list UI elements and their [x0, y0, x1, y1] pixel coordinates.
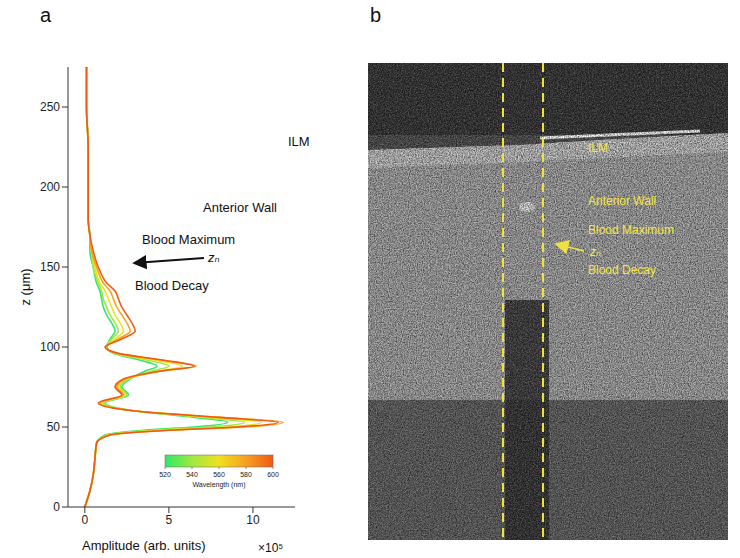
- svg-text:Anterior Wall: Anterior Wall: [588, 194, 656, 208]
- svg-text:zₙ: zₙ: [589, 245, 601, 259]
- svg-text:Blood Decay: Blood Decay: [135, 278, 209, 293]
- svg-text:0: 0: [53, 500, 60, 514]
- svg-text:×10⁵: ×10⁵: [258, 541, 283, 555]
- svg-text:540: 540: [186, 471, 198, 478]
- svg-text:z (μm): z (μm): [18, 268, 33, 305]
- svg-text:10: 10: [246, 513, 260, 527]
- svg-text:520: 520: [159, 471, 171, 478]
- svg-text:150: 150: [40, 260, 60, 274]
- svg-text:ILM: ILM: [588, 141, 608, 155]
- svg-text:Wavelength (nm): Wavelength (nm): [192, 481, 245, 489]
- svg-text:Blood Decay: Blood Decay: [588, 263, 656, 277]
- svg-text:200: 200: [40, 180, 60, 194]
- svg-text:580: 580: [240, 471, 252, 478]
- svg-text:600: 600: [267, 471, 279, 478]
- svg-text:Blood Maximum: Blood Maximum: [142, 232, 235, 247]
- svg-text:50: 50: [47, 420, 61, 434]
- svg-text:100: 100: [40, 340, 60, 354]
- svg-text:a: a: [40, 4, 52, 26]
- svg-text:0: 0: [81, 513, 88, 527]
- svg-text:zₙ: zₙ: [207, 250, 220, 265]
- svg-text:Anterior Wall: Anterior Wall: [203, 200, 277, 215]
- svg-text:5: 5: [166, 513, 173, 527]
- svg-text:Amplitude (arb. units): Amplitude (arb. units): [82, 538, 206, 553]
- svg-text:Blood Maximum: Blood Maximum: [588, 223, 674, 237]
- svg-text:560: 560: [213, 471, 225, 478]
- svg-text:250: 250: [40, 100, 60, 114]
- svg-text:ILM: ILM: [288, 134, 310, 149]
- svg-text:b: b: [370, 4, 381, 26]
